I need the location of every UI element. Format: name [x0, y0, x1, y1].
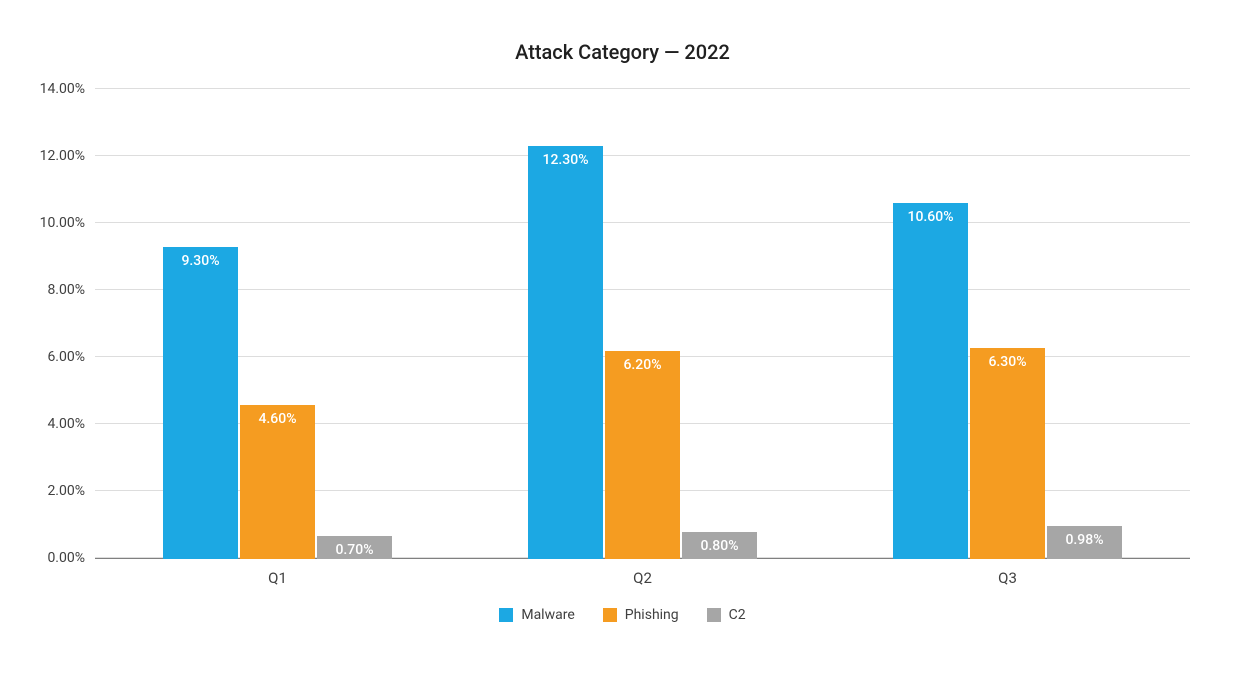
chart-title: Attack Category — 2022	[35, 40, 1210, 64]
legend-swatch	[603, 608, 617, 622]
chart-legend: Malware Phishing C2	[35, 607, 1210, 623]
legend-label: Malware	[521, 607, 574, 623]
y-tick-label: 12.00%	[40, 148, 85, 164]
bar-value-label: 9.30%	[181, 253, 219, 269]
bar: 0.80%	[682, 532, 757, 559]
y-tick-label: 8.00%	[47, 282, 85, 298]
attack-category-chart: Attack Category — 2022 0.00%2.00%4.00%6.…	[35, 40, 1210, 660]
bar-value-label: 6.30%	[988, 354, 1026, 370]
bar: 10.60%	[893, 203, 968, 559]
y-tick-label: 2.00%	[47, 483, 85, 499]
legend-item: C2	[707, 607, 746, 623]
bar-value-label: 10.60%	[907, 209, 953, 225]
y-tick-label: 14.00%	[40, 81, 85, 97]
bar-group: 9.30%4.60%0.70%Q1	[95, 89, 460, 559]
bar-group-bars: 10.60% 6.30% 0.98%	[825, 89, 1190, 559]
bar-value-label: 0.80%	[700, 538, 738, 554]
y-tick-label: 0.00%	[47, 550, 85, 566]
legend-item: Malware	[499, 607, 574, 623]
bar-value-label: 12.30%	[542, 152, 588, 168]
bar: 6.30%	[970, 348, 1045, 560]
bar-group-bars: 12.30% 6.20% 0.80%	[460, 89, 825, 559]
bar-group-bars: 9.30% 4.60% 0.70%	[95, 89, 460, 559]
bar-value-label: 4.60%	[258, 411, 296, 427]
bar: 6.20%	[605, 351, 680, 559]
x-tick-label: Q3	[998, 569, 1017, 587]
y-tick-label: 6.00%	[47, 349, 85, 365]
legend-label: C2	[729, 607, 746, 623]
bar-group: 12.30%6.20%0.80%Q2	[460, 89, 825, 559]
bar-value-label: 0.70%	[335, 542, 373, 558]
bar: 12.30%	[528, 146, 603, 559]
y-tick-label: 4.00%	[47, 416, 85, 432]
bar: 4.60%	[240, 405, 315, 559]
y-tick-label: 10.00%	[40, 215, 85, 231]
x-tick-label: Q1	[268, 569, 287, 587]
bar: 0.98%	[1047, 526, 1122, 559]
bar: 0.70%	[317, 536, 392, 560]
bar-group: 10.60%6.30%0.98%Q3	[825, 89, 1190, 559]
legend-swatch	[499, 608, 513, 622]
plot-area: 0.00%2.00%4.00%6.00%8.00%10.00%12.00%14.…	[95, 89, 1190, 559]
x-tick-label: Q2	[633, 569, 652, 587]
bar: 9.30%	[163, 247, 238, 559]
bar-value-label: 6.20%	[623, 357, 661, 373]
legend-swatch	[707, 608, 721, 622]
legend-item: Phishing	[603, 607, 679, 623]
legend-label: Phishing	[625, 607, 679, 623]
bar-value-label: 0.98%	[1065, 532, 1103, 548]
